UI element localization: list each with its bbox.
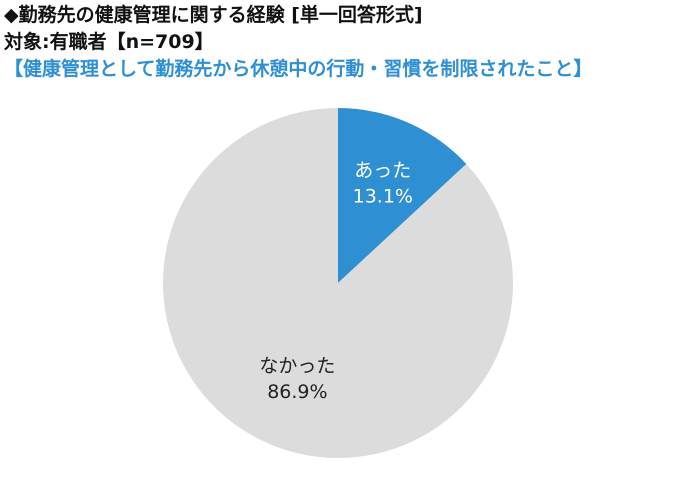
pie-slice-nakatta bbox=[162, 108, 513, 459]
pie-labels: あった 13.1% なかった 86.9% bbox=[259, 159, 413, 403]
pie-slices bbox=[162, 108, 513, 459]
slice-name-nakatta: なかった bbox=[259, 355, 335, 377]
pie-slice-atta bbox=[338, 108, 467, 283]
chart-subtitle: 対象:有職者【n=709】 bbox=[4, 31, 214, 53]
slice-value-atta: 13.1% bbox=[353, 185, 413, 207]
chart-title: ◆勤務先の健康管理に関する経験 [単一回答形式] bbox=[4, 4, 423, 26]
chart-header: ◆勤務先の健康管理に関する経験 [単一回答形式] 対象:有職者【n=709】 【… bbox=[4, 2, 672, 83]
chart-question: 【健康管理として勤務先から休憩中の行動・習慣を制限されたこと】 bbox=[4, 58, 593, 80]
slice-value-nakatta: 86.9% bbox=[267, 381, 327, 403]
slice-name-atta: あった bbox=[354, 159, 411, 181]
